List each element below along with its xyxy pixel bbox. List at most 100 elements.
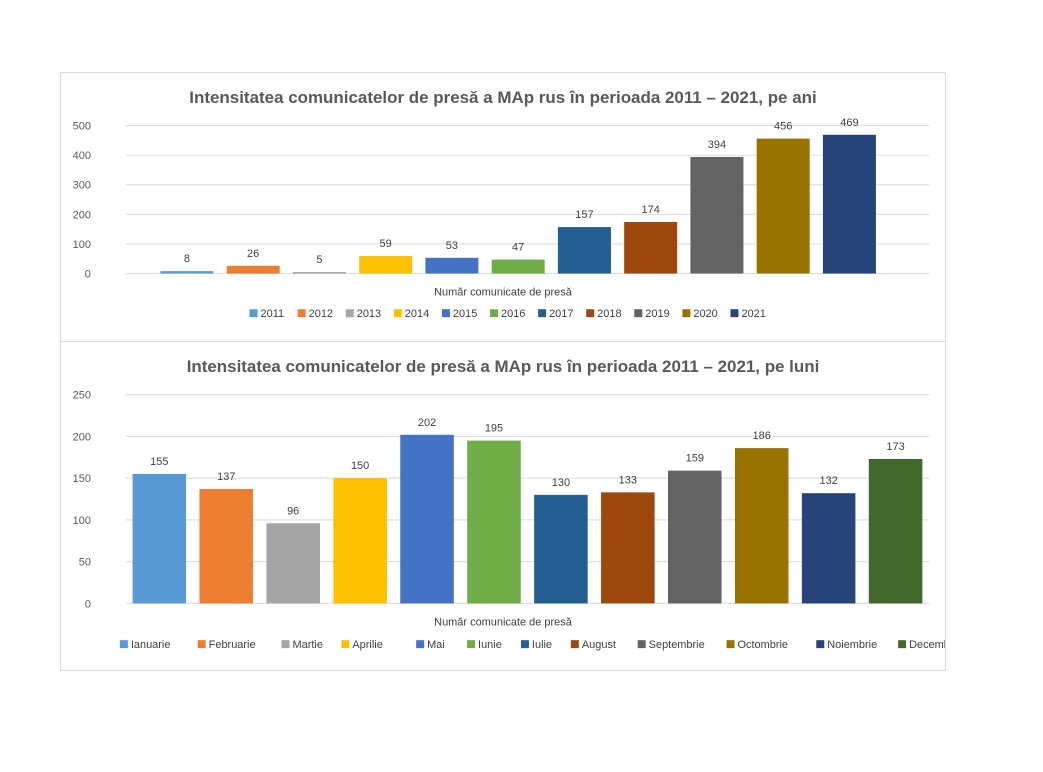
legend-swatch bbox=[197, 640, 206, 649]
bar-2018 bbox=[624, 222, 678, 274]
data-label: 133 bbox=[619, 474, 637, 486]
y-tick-label: 0 bbox=[85, 598, 91, 610]
chart-title: Intensitatea comunicatelor de presă a MA… bbox=[187, 357, 820, 376]
bar-septembrie bbox=[668, 470, 722, 604]
monthly-chart-svg: Intensitatea comunicatelor de presă a MA… bbox=[73, 357, 945, 651]
legend-item: Iulie bbox=[532, 639, 552, 651]
legend-item: 2015 bbox=[453, 308, 477, 320]
legend-item: Decembrie bbox=[909, 639, 945, 651]
data-label: 5 bbox=[316, 254, 322, 266]
y-tick-label: 0 bbox=[85, 268, 91, 280]
bar-aprilie bbox=[333, 478, 387, 604]
bar-2020 bbox=[756, 138, 810, 274]
legend-swatch bbox=[393, 309, 402, 318]
bar-2016 bbox=[491, 259, 545, 274]
y-tick-label: 300 bbox=[73, 180, 91, 192]
y-tick-label: 150 bbox=[73, 473, 91, 485]
legend-item: August bbox=[582, 639, 616, 651]
legend-swatch bbox=[297, 309, 306, 318]
bar-decembrie bbox=[868, 458, 923, 604]
y-tick-label: 50 bbox=[79, 557, 91, 569]
bar-iunie bbox=[467, 440, 521, 604]
data-label: 159 bbox=[686, 453, 704, 465]
legend-item: 2021 bbox=[741, 308, 765, 320]
legend-item: Octombrie bbox=[737, 639, 788, 651]
legend-item: Noiembrie bbox=[827, 639, 877, 651]
legend-item: 2014 bbox=[405, 308, 429, 320]
legend-item: 2019 bbox=[645, 308, 669, 320]
chart-title: Intensitatea comunicatelor de presă a MA… bbox=[189, 88, 816, 107]
bar-octombrie bbox=[734, 448, 789, 604]
legend-item: 2018 bbox=[597, 308, 621, 320]
x-axis-label: Număr comunicate de presă bbox=[434, 616, 573, 628]
data-label: 132 bbox=[819, 475, 837, 487]
legend-swatch bbox=[467, 640, 476, 649]
y-tick-label: 250 bbox=[73, 390, 91, 402]
legend-item: 2020 bbox=[693, 308, 717, 320]
legend-item: 2017 bbox=[549, 308, 573, 320]
x-axis-label: Număr comunicate de presă bbox=[434, 286, 573, 298]
data-label: 26 bbox=[247, 248, 259, 260]
bar-februarie bbox=[199, 489, 254, 604]
data-label: 59 bbox=[380, 238, 392, 250]
data-label: 150 bbox=[351, 460, 369, 472]
bar-2015 bbox=[425, 257, 479, 274]
y-tick-label: 200 bbox=[73, 209, 91, 221]
data-label: 186 bbox=[753, 430, 771, 442]
yearly-chart-svg: Intensitatea comunicatelor de presă a MA… bbox=[73, 88, 930, 320]
legend-swatch bbox=[726, 640, 735, 649]
bar-iulie bbox=[534, 494, 588, 604]
legend-swatch bbox=[281, 640, 290, 649]
data-label: 202 bbox=[418, 417, 436, 429]
data-label: 47 bbox=[512, 242, 524, 254]
legend-swatch bbox=[341, 640, 350, 649]
data-label: 456 bbox=[774, 121, 792, 133]
legend: 2011 2012 2013 2014 2015 2016 2017 2018 2019 2020… bbox=[249, 308, 766, 320]
bar-2014 bbox=[359, 256, 413, 274]
legend-swatch bbox=[538, 309, 547, 318]
y-tick-label: 200 bbox=[73, 431, 91, 443]
legend-swatch bbox=[586, 309, 595, 318]
legend-item: 2011 bbox=[261, 308, 285, 320]
legend-swatch bbox=[682, 309, 691, 318]
bar-mai bbox=[400, 434, 454, 604]
bar-2012 bbox=[226, 265, 280, 274]
legend-swatch bbox=[416, 640, 425, 649]
legend-item: Aprilie bbox=[352, 639, 382, 651]
bar-ianuarie bbox=[132, 473, 187, 604]
legend-swatch bbox=[816, 640, 825, 649]
data-label: 394 bbox=[708, 139, 726, 151]
legend-item: Iunie bbox=[478, 639, 502, 651]
data-label: 130 bbox=[552, 477, 570, 489]
legend-swatch bbox=[345, 309, 354, 318]
y-tick-label: 400 bbox=[73, 150, 91, 162]
data-label: 137 bbox=[217, 471, 235, 483]
legend-swatch bbox=[119, 640, 128, 649]
data-label: 174 bbox=[642, 204, 660, 216]
legend-swatch bbox=[898, 640, 907, 649]
legend: Ianuarie Februarie Martie Aprilie Mai Iunie Iu… bbox=[119, 639, 945, 651]
y-tick-label: 500 bbox=[73, 121, 91, 133]
data-label: 173 bbox=[886, 441, 904, 453]
data-label: 155 bbox=[150, 456, 168, 468]
bar-august bbox=[601, 492, 655, 604]
legend-swatch bbox=[520, 640, 529, 649]
y-tick-label: 100 bbox=[73, 515, 91, 527]
legend-swatch bbox=[441, 309, 450, 318]
data-label: 96 bbox=[287, 505, 299, 517]
legend-swatch bbox=[730, 309, 739, 318]
bar-2021 bbox=[822, 134, 876, 274]
bar-2013 bbox=[292, 272, 346, 274]
legend-item: Mai bbox=[427, 639, 445, 651]
data-label: 53 bbox=[446, 240, 458, 252]
legend-item: Ianuarie bbox=[131, 639, 171, 651]
chart-panel-yearly: Intensitatea comunicatelor de presă a MA… bbox=[60, 72, 946, 342]
legend-item: 2016 bbox=[501, 308, 525, 320]
legend-swatch bbox=[490, 309, 499, 318]
data-label: 195 bbox=[485, 423, 503, 435]
legend-swatch bbox=[637, 640, 646, 649]
bar-2017 bbox=[557, 227, 611, 274]
y-tick-label: 100 bbox=[73, 239, 91, 251]
bar-2019 bbox=[690, 156, 744, 274]
chart-panel-monthly: Intensitatea comunicatelor de presă a MA… bbox=[60, 341, 946, 671]
